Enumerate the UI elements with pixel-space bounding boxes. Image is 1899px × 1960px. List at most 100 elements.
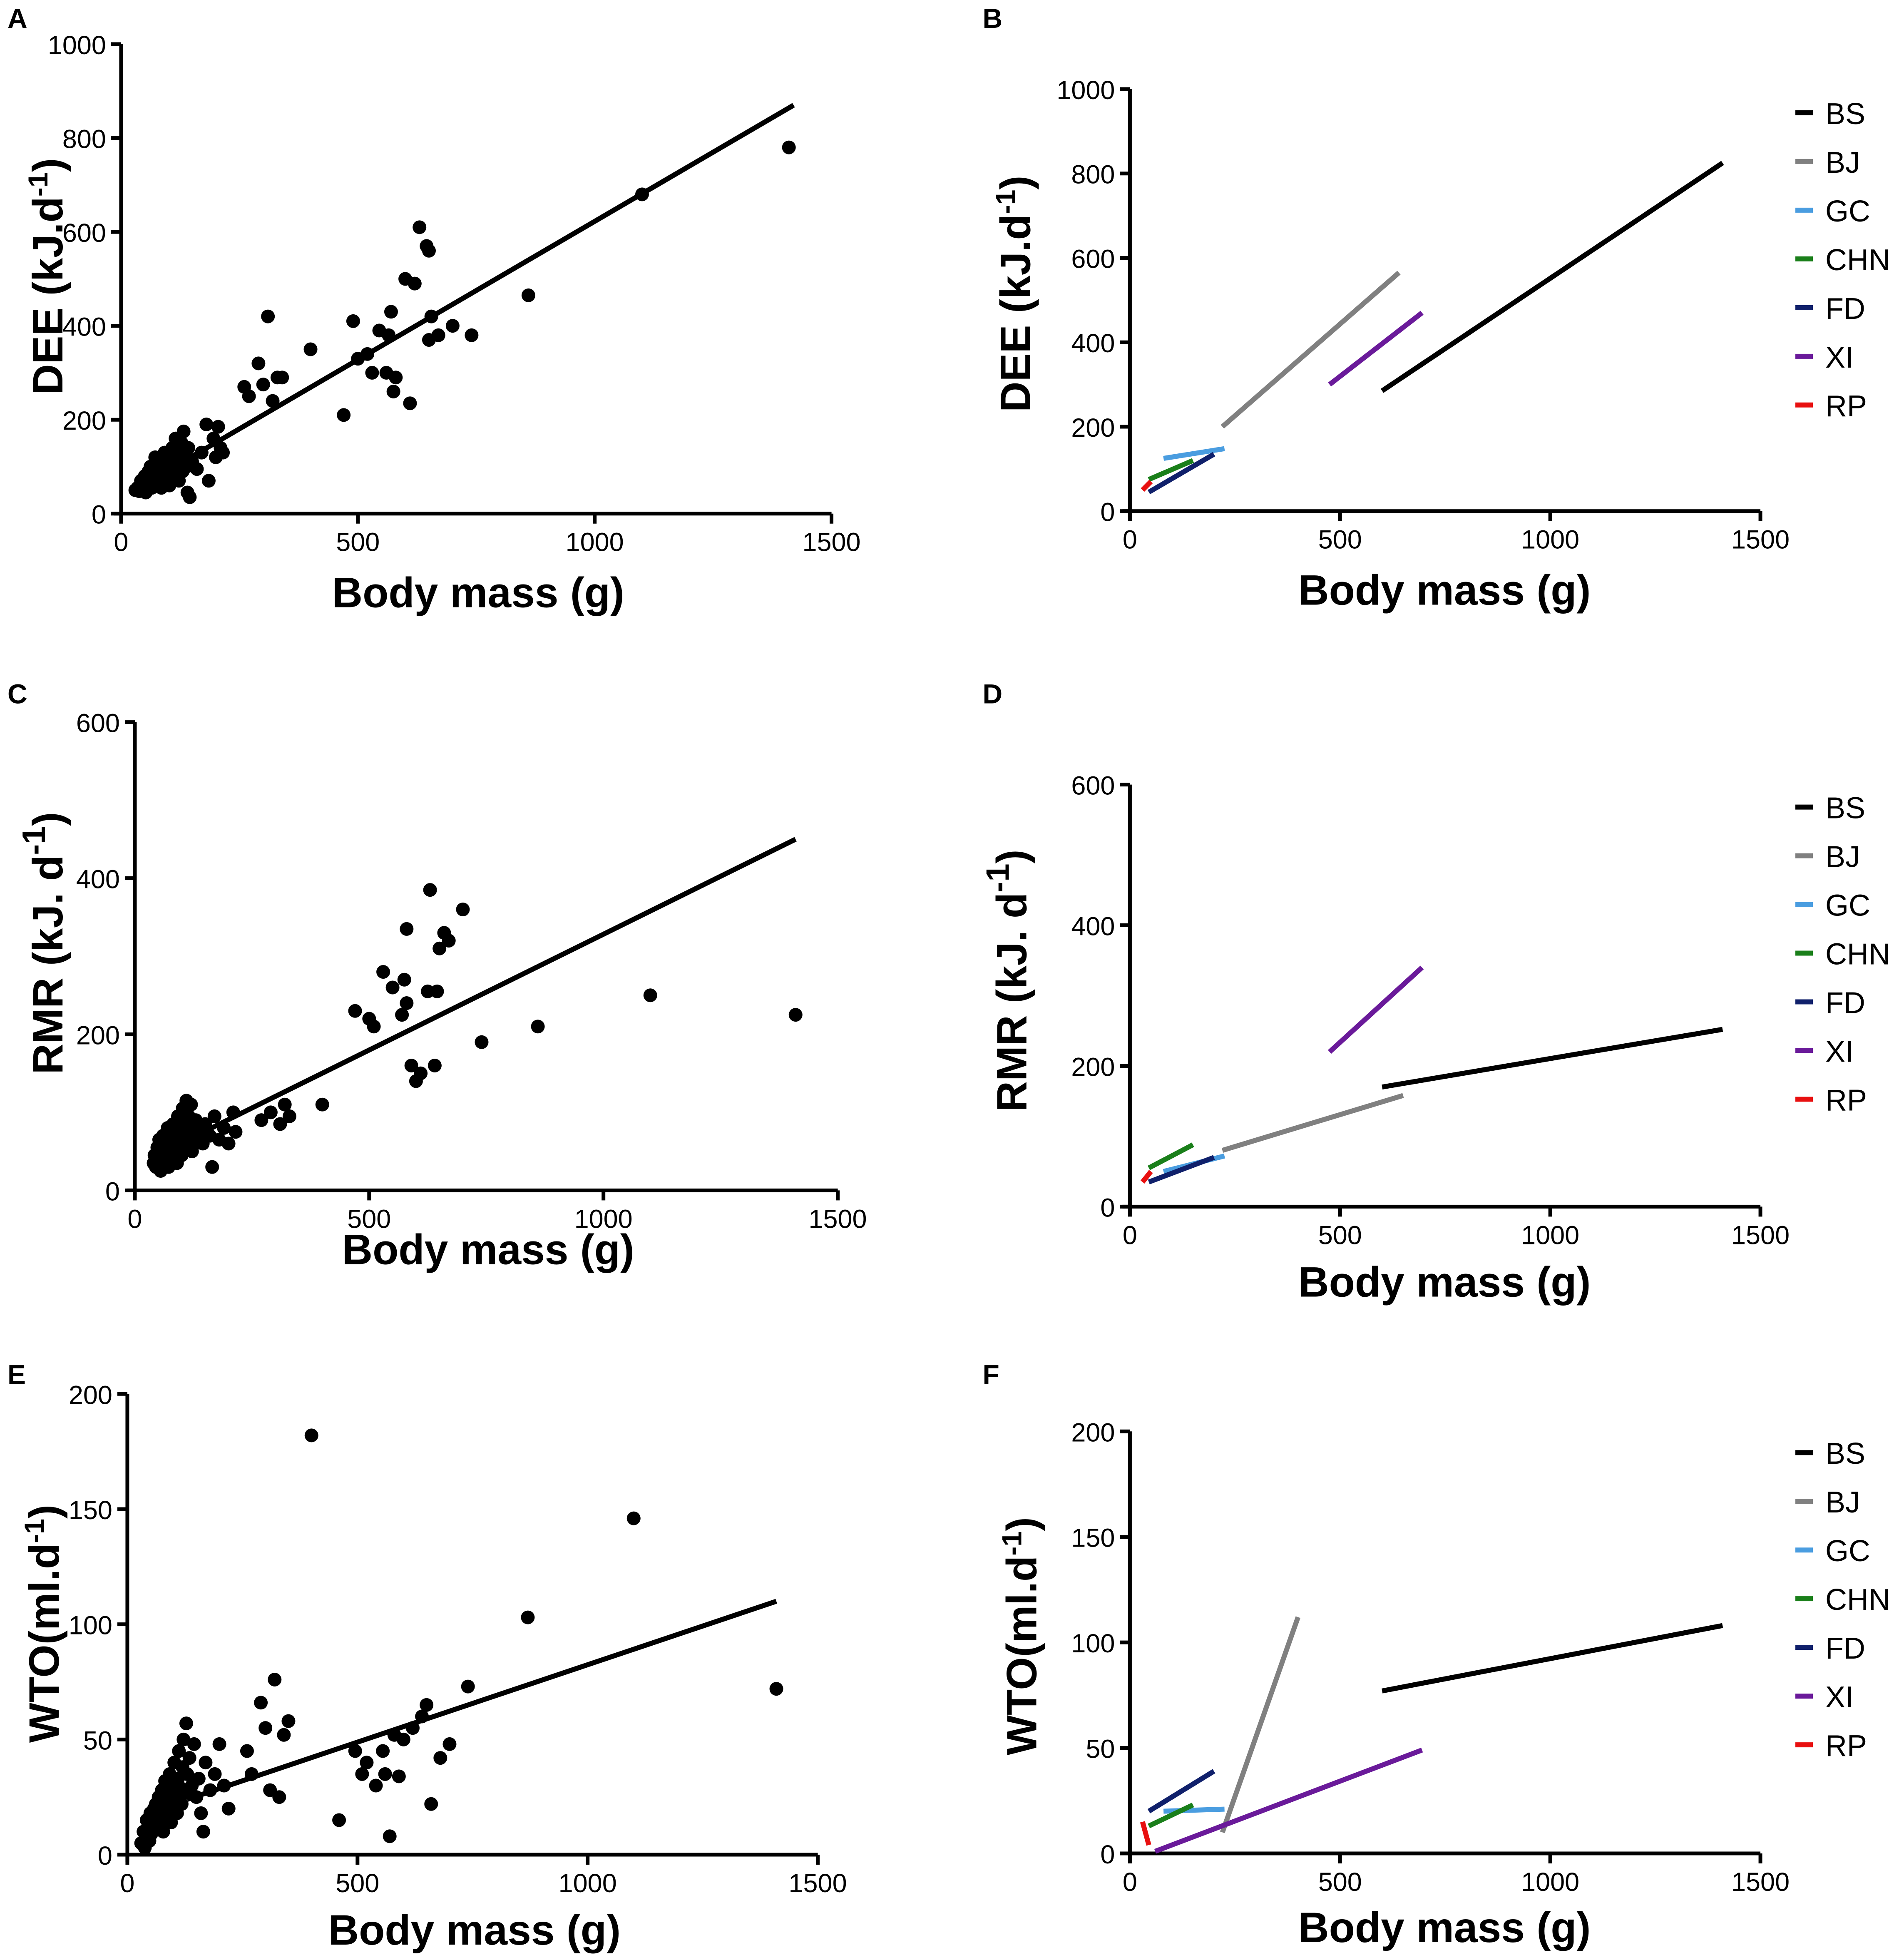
data-point [221, 1137, 236, 1151]
y-axis-label: RMR (kJ. d-1) [979, 849, 1035, 1112]
data-point [281, 1714, 296, 1728]
panel-letter: B [982, 3, 1002, 34]
plot-area: 0 500 1000 1500 0 200 400 600 [1071, 771, 1790, 1250]
data-point [428, 1058, 442, 1072]
data-point [430, 984, 444, 998]
x-tick-label: 1500 [1731, 525, 1790, 555]
legend-label-gc: GC [1825, 1535, 1870, 1568]
y-tick-label: 0 [105, 1177, 120, 1206]
data-point [183, 490, 197, 504]
data-point [172, 1744, 186, 1758]
data-point [229, 1125, 243, 1139]
data-point [782, 140, 796, 154]
x-tick-label: 500 [1318, 1868, 1362, 1897]
series-line-bj [1220, 271, 1401, 429]
panel-letter: E [7, 1359, 26, 1390]
data-point [395, 1008, 409, 1022]
series-line-bj [1220, 1616, 1300, 1833]
x-tick-label: 500 [347, 1204, 391, 1234]
y-tick-label: 600 [76, 709, 120, 738]
data-point [461, 1679, 475, 1694]
data-point [400, 922, 414, 936]
data-point [420, 1698, 434, 1712]
legend-label-fd: FD [1825, 292, 1865, 326]
y-axis-label: WTO(ml.d-1) [996, 1517, 1045, 1755]
y-tick-label: 150 [69, 1496, 112, 1525]
regression-line [186, 1599, 777, 1802]
legend-label-fd: FD [1825, 1632, 1865, 1665]
data-point [180, 1767, 194, 1781]
series-line-fd [1147, 1769, 1215, 1813]
data-point [304, 1428, 318, 1443]
panel-b: B 0 500 1000 1500 0 200 400 600 800 1000 BS BJ GC CH… [982, 3, 1890, 614]
plot-area: 0 500 1000 1500 0 200 400 600 800 1000 [48, 31, 861, 557]
legend: BS BJ GC CHN FD XI RP [1795, 1437, 1890, 1763]
data-point [424, 1797, 438, 1811]
data-point [272, 1790, 286, 1804]
series-line-rp [1140, 1821, 1151, 1846]
data-point [199, 417, 214, 431]
y-tick-label: 0 [92, 500, 106, 530]
data-point [626, 1511, 641, 1525]
x-tick-label: 1500 [1731, 1221, 1790, 1250]
data-point [212, 1737, 226, 1751]
data-point [404, 1058, 418, 1072]
legend-label-rp: RP [1825, 390, 1867, 423]
data-point [251, 356, 266, 371]
legend-label-chn: CHN [1825, 938, 1890, 971]
panel-e: E 0 500 1000 1500 0 50 100 150 200 Body mass (g)… [7, 1359, 847, 1954]
data-point [355, 1767, 369, 1781]
x-tick-label: 1000 [1521, 1868, 1579, 1897]
data-point [397, 973, 411, 987]
legend-label-bs: BS [1825, 97, 1865, 131]
panel-f: F 0 500 1000 1500 0 50 100 150 200 BS BJ GC CHN FD XI… [982, 1359, 1890, 1951]
data-point [207, 1109, 221, 1123]
data-point [332, 1813, 346, 1827]
x-tick-label: 1000 [574, 1204, 633, 1234]
x-tick-label: 1500 [803, 528, 861, 557]
y-tick-label: 600 [62, 219, 106, 248]
data-point [211, 420, 225, 434]
legend-label-bj: BJ [1825, 841, 1860, 874]
data-point [303, 342, 318, 356]
x-tick-label: 500 [336, 528, 380, 557]
y-tick-label: 200 [76, 1021, 120, 1050]
data-point [176, 1732, 191, 1746]
x-tick-label: 500 [336, 1869, 379, 1898]
data-point [414, 1066, 428, 1080]
y-axis-label: RMR (kJ. d-1) [15, 812, 72, 1074]
series-line-bs [1382, 1027, 1723, 1090]
data-point [208, 1767, 222, 1781]
series-line-chn [1148, 1803, 1194, 1828]
data-point [184, 1097, 198, 1112]
legend-label-gc: GC [1825, 889, 1870, 923]
legend-label-bj: BJ [1825, 1486, 1860, 1519]
y-axis-label: DEE (kJ.d-1) [990, 176, 1039, 413]
data-point [643, 988, 657, 1002]
y-tick-label: 200 [1071, 1052, 1115, 1082]
y-tick-label: 200 [69, 1380, 112, 1410]
y-tick-label: 400 [62, 313, 106, 342]
data-point [346, 314, 360, 328]
data-point [216, 445, 230, 460]
x-axis-label: Body mass (g) [1298, 567, 1591, 614]
plot-area: 0 500 1000 1500 0 50 100 150 200 [69, 1380, 847, 1898]
data-point [181, 441, 195, 455]
data-point [263, 1105, 278, 1119]
data-point [384, 305, 398, 319]
data-point [221, 1801, 236, 1816]
panel-d: D 0 500 1000 1500 0 200 400 600 BS BJ GC CHN FD XI RP… [979, 679, 1890, 1306]
x-tick-label: 0 [1123, 525, 1137, 555]
data-point [256, 378, 270, 392]
y-tick-label: 0 [1100, 1193, 1115, 1222]
legend: BS BJ GC CHN FD XI RP [1795, 792, 1890, 1117]
x-axis-label: Body mass (g) [1298, 1904, 1591, 1951]
panel-letter: D [982, 679, 1002, 709]
plot-area: 0 500 1000 1500 0 200 400 600 [76, 709, 867, 1234]
y-tick-label: 800 [62, 125, 106, 154]
data-point [433, 1751, 447, 1765]
data-point [194, 1806, 208, 1820]
x-tick-label: 1500 [789, 1869, 847, 1898]
data-point [156, 1825, 170, 1839]
